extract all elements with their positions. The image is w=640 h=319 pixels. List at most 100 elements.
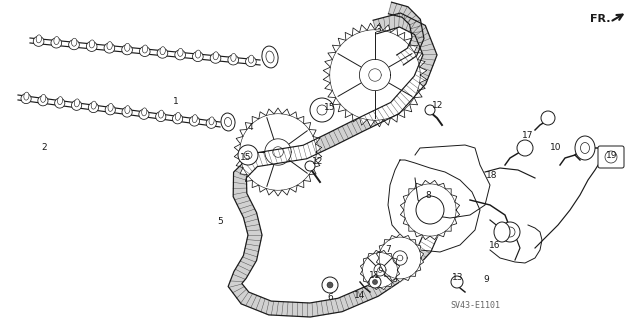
Ellipse shape xyxy=(178,48,183,56)
Ellipse shape xyxy=(175,112,180,120)
Ellipse shape xyxy=(104,43,115,53)
Text: 18: 18 xyxy=(486,170,498,180)
Text: 2: 2 xyxy=(41,144,47,152)
Ellipse shape xyxy=(189,116,200,126)
Circle shape xyxy=(541,111,555,125)
Ellipse shape xyxy=(266,51,274,63)
Text: 15: 15 xyxy=(240,153,252,162)
Circle shape xyxy=(305,161,315,171)
Text: 13: 13 xyxy=(452,273,464,283)
Ellipse shape xyxy=(231,54,236,62)
Ellipse shape xyxy=(246,57,256,67)
Ellipse shape xyxy=(72,38,77,46)
Circle shape xyxy=(372,279,378,285)
Ellipse shape xyxy=(580,143,589,153)
Ellipse shape xyxy=(51,38,61,48)
Text: 12: 12 xyxy=(432,100,444,109)
Polygon shape xyxy=(360,59,390,91)
Text: 16: 16 xyxy=(489,241,500,249)
Ellipse shape xyxy=(139,109,149,119)
Ellipse shape xyxy=(88,103,99,113)
Text: 19: 19 xyxy=(606,151,618,160)
Polygon shape xyxy=(323,23,427,127)
Ellipse shape xyxy=(142,45,148,53)
Circle shape xyxy=(605,151,617,163)
Text: 11: 11 xyxy=(369,271,381,279)
Ellipse shape xyxy=(141,108,147,116)
Ellipse shape xyxy=(159,110,164,118)
Ellipse shape xyxy=(221,113,235,131)
Ellipse shape xyxy=(122,107,132,117)
Ellipse shape xyxy=(89,40,95,48)
Circle shape xyxy=(517,140,533,156)
Circle shape xyxy=(505,227,515,237)
Polygon shape xyxy=(393,251,407,265)
Ellipse shape xyxy=(72,100,82,110)
Polygon shape xyxy=(360,250,399,290)
Text: 10: 10 xyxy=(550,144,562,152)
Ellipse shape xyxy=(206,118,216,128)
Ellipse shape xyxy=(192,115,197,122)
Text: 6: 6 xyxy=(327,293,333,302)
Ellipse shape xyxy=(157,48,168,58)
Ellipse shape xyxy=(125,43,130,51)
Ellipse shape xyxy=(122,45,132,55)
Ellipse shape xyxy=(41,94,46,102)
Text: 1: 1 xyxy=(173,98,179,107)
Polygon shape xyxy=(228,13,442,317)
Polygon shape xyxy=(234,108,322,196)
FancyBboxPatch shape xyxy=(598,146,624,168)
Ellipse shape xyxy=(54,37,60,45)
Text: 7: 7 xyxy=(385,246,391,255)
Text: 12: 12 xyxy=(312,158,324,167)
Ellipse shape xyxy=(575,136,595,160)
Ellipse shape xyxy=(86,41,97,51)
Circle shape xyxy=(451,276,463,288)
Ellipse shape xyxy=(21,93,31,104)
Ellipse shape xyxy=(140,47,150,56)
Circle shape xyxy=(500,222,520,242)
Text: 4: 4 xyxy=(247,123,253,132)
Ellipse shape xyxy=(156,112,166,122)
Ellipse shape xyxy=(228,55,239,65)
Ellipse shape xyxy=(54,98,65,108)
Text: 3: 3 xyxy=(375,26,381,34)
Polygon shape xyxy=(265,139,291,165)
Text: 14: 14 xyxy=(355,291,365,300)
Polygon shape xyxy=(374,264,386,276)
Circle shape xyxy=(425,105,435,115)
Ellipse shape xyxy=(24,92,29,100)
Polygon shape xyxy=(421,201,439,219)
Text: 9: 9 xyxy=(483,276,489,285)
Polygon shape xyxy=(415,145,490,218)
Circle shape xyxy=(327,282,333,288)
Ellipse shape xyxy=(36,35,42,43)
Polygon shape xyxy=(388,160,480,252)
Polygon shape xyxy=(401,180,460,240)
Ellipse shape xyxy=(209,117,214,125)
Ellipse shape xyxy=(74,99,79,107)
Ellipse shape xyxy=(213,52,218,60)
Ellipse shape xyxy=(38,96,48,106)
Text: SV43-E1101: SV43-E1101 xyxy=(450,301,500,310)
Circle shape xyxy=(322,277,338,293)
Circle shape xyxy=(369,276,381,288)
Ellipse shape xyxy=(173,114,182,124)
Circle shape xyxy=(310,98,334,122)
Text: 15: 15 xyxy=(324,103,336,113)
Ellipse shape xyxy=(262,46,278,68)
Ellipse shape xyxy=(193,52,203,62)
Circle shape xyxy=(244,151,252,159)
Ellipse shape xyxy=(108,103,113,111)
Text: 17: 17 xyxy=(522,130,534,139)
Ellipse shape xyxy=(58,97,63,105)
Ellipse shape xyxy=(210,53,221,63)
Polygon shape xyxy=(376,234,424,282)
Ellipse shape xyxy=(91,101,97,109)
Ellipse shape xyxy=(494,222,510,242)
Ellipse shape xyxy=(68,40,79,50)
Ellipse shape xyxy=(248,55,254,63)
Ellipse shape xyxy=(125,106,130,114)
Text: 5: 5 xyxy=(217,218,223,226)
Circle shape xyxy=(238,145,258,165)
